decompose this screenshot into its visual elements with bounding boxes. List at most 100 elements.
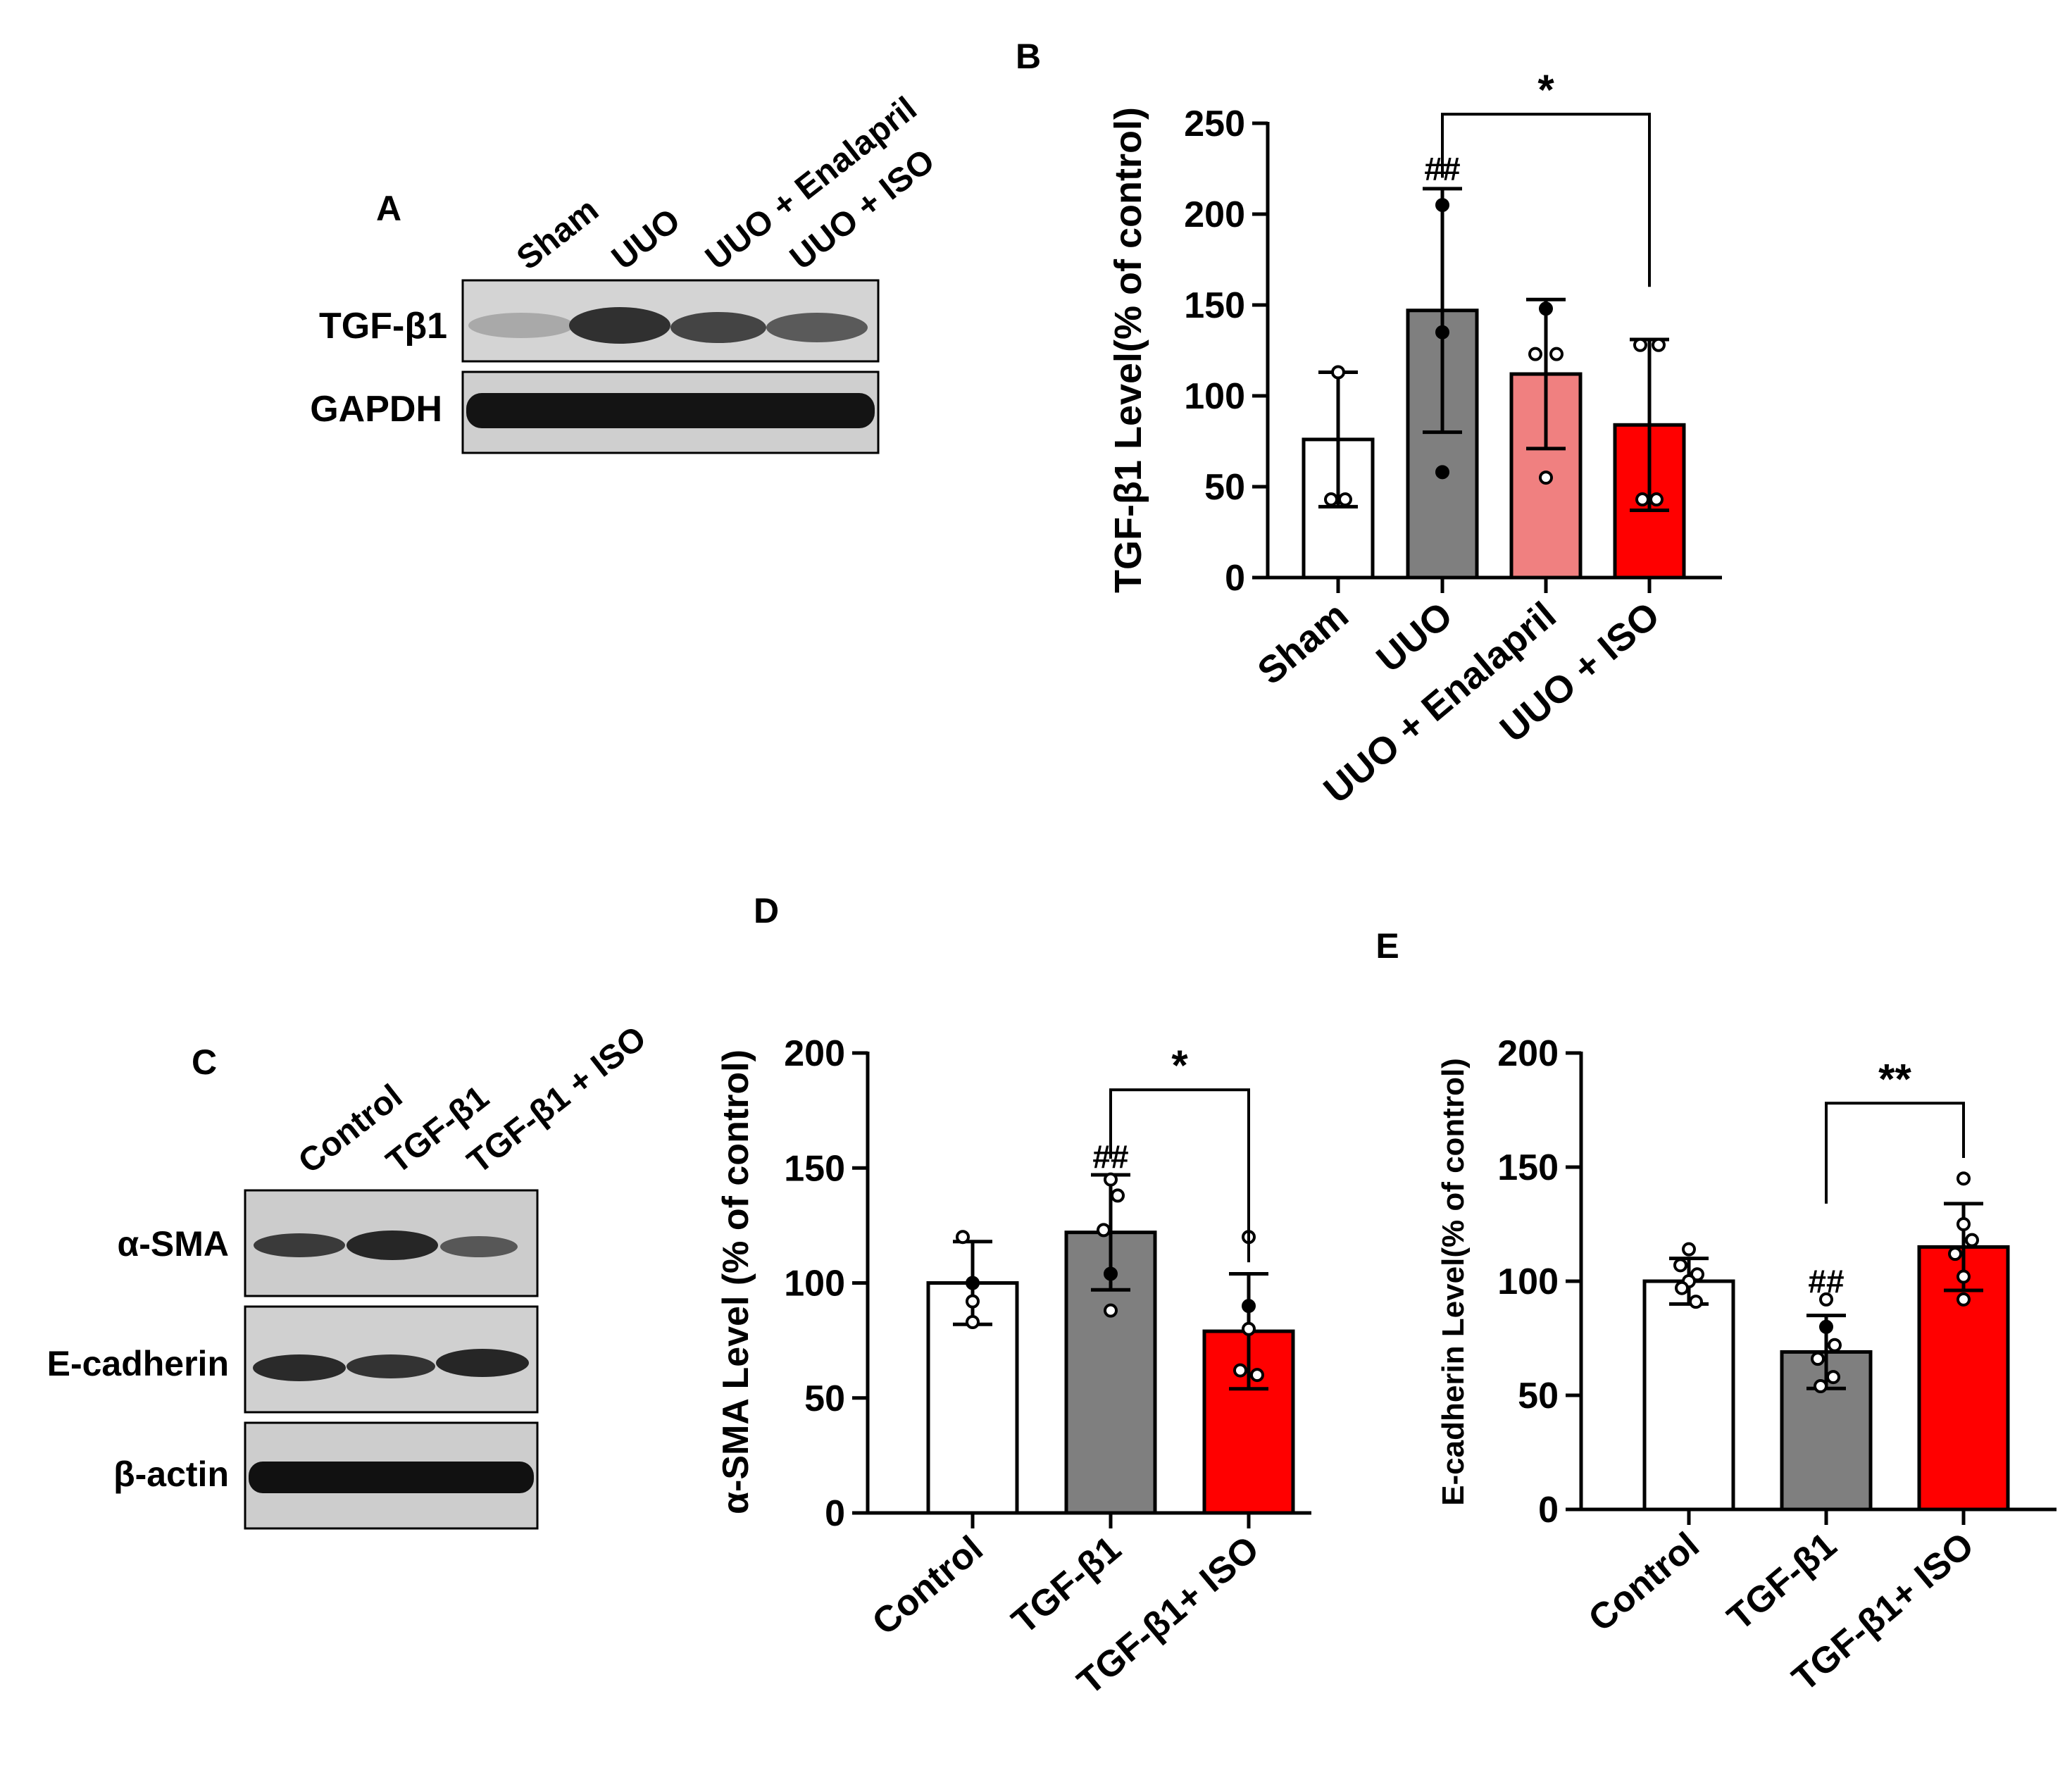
band (347, 1230, 438, 1260)
significance-star: * (1537, 66, 1554, 113)
bracket-line (1109, 1088, 1250, 1263)
data-point (1819, 1292, 1833, 1307)
y-tick-label: 100 (1184, 376, 1245, 417)
y-tick-label: 50 (1204, 467, 1245, 508)
y-axis-label: α-SMA Level (% of control) (716, 1049, 756, 1514)
data-point (1635, 492, 1649, 507)
y-tick-label: 200 (1497, 1033, 1559, 1074)
y-tick-label: 200 (1184, 194, 1245, 235)
x-tick-label: UUO (1368, 594, 1460, 680)
data-point (1633, 337, 1647, 352)
data-point (1689, 1295, 1703, 1309)
data-point (1652, 337, 1666, 352)
data-point (1242, 1299, 1256, 1314)
panel-a: A Sham UUO UUO + Enalapril UUO + ISO TGF… (310, 90, 942, 454)
significance-star: ** (1878, 1055, 1911, 1102)
data-point (1549, 347, 1564, 361)
band (468, 313, 574, 338)
blot-bactin (244, 1421, 539, 1530)
data-point (956, 1230, 970, 1245)
band (440, 1236, 518, 1257)
band (253, 1354, 346, 1381)
band (436, 1349, 529, 1377)
bracket-line (1825, 1102, 1965, 1204)
error-bar (1423, 187, 1462, 435)
data-point (1682, 1242, 1696, 1257)
hash-annotation: ## (1808, 1263, 1844, 1300)
data-point (1956, 1269, 1971, 1284)
y-tick-label: 50 (1518, 1376, 1559, 1416)
data-point (1814, 1379, 1828, 1394)
panel-a-label: A (376, 189, 401, 228)
data-point (1324, 492, 1338, 507)
band (670, 312, 766, 343)
band (347, 1354, 435, 1378)
x-tick-label: TGF-β1 (1004, 1528, 1129, 1642)
data-point (1331, 365, 1345, 380)
error-bar (1526, 297, 1566, 451)
y-axis-label: E-cadherin Level(% of control) (1436, 1058, 1471, 1506)
blot-ecadherin (244, 1305, 539, 1414)
y-tick-label: 0 (825, 1493, 845, 1534)
data-point (1956, 1217, 1971, 1231)
data-point (1948, 1247, 1962, 1261)
data-point (1435, 198, 1449, 213)
y-tick-label: 0 (1538, 1490, 1559, 1531)
blot-asma (244, 1189, 539, 1297)
data-point (1528, 347, 1542, 361)
y-tick-label: 100 (1497, 1261, 1559, 1302)
data-point (966, 1315, 980, 1330)
lane-label-sham: Sham (510, 191, 606, 277)
blot-label-gapdh: GAPDH (310, 389, 442, 430)
data-point (966, 1294, 980, 1309)
significance-bracket: * (1109, 1042, 1250, 1263)
data-point (1104, 1172, 1118, 1187)
y-tick-label: 150 (1184, 285, 1245, 326)
data-point (1435, 325, 1449, 339)
blot-tgfb1 (461, 279, 880, 363)
data-point (1673, 1258, 1687, 1273)
data-point (1819, 1319, 1833, 1334)
data-point (1539, 471, 1553, 485)
data-point (1104, 1303, 1118, 1318)
x-tick-label: TGF-β1 (1720, 1525, 1845, 1638)
y-tick-label: 50 (804, 1378, 845, 1419)
data-point (1828, 1338, 1842, 1352)
data-point (1956, 1171, 1971, 1186)
significance-star: * (1171, 1042, 1188, 1089)
band (569, 307, 670, 344)
y-axis-label: TGF-β1 Level(% of control) (1107, 107, 1149, 593)
y-tick-label: 150 (1497, 1147, 1559, 1188)
bar-e-0 (1642, 1279, 1735, 1512)
band (249, 1462, 534, 1493)
data-point (1965, 1233, 1979, 1247)
bracket-line (1441, 113, 1651, 287)
data-point (1111, 1188, 1125, 1203)
y-tick-label: 150 (784, 1148, 845, 1189)
y-tick-label: 250 (1184, 104, 1245, 144)
data-point (1956, 1292, 1971, 1307)
y-tick-label: 100 (784, 1264, 845, 1304)
band (466, 393, 875, 428)
band (766, 313, 868, 342)
data-point (1104, 1266, 1118, 1281)
data-point (1242, 1321, 1256, 1336)
blot-label-ecadherin: E-cadherin (47, 1344, 229, 1383)
data-point (1539, 301, 1553, 316)
panel-c-label: C (192, 1042, 217, 1082)
data-point (1097, 1223, 1111, 1238)
x-tick-label: Sham (1249, 594, 1356, 692)
data-point (1435, 465, 1449, 480)
data-point (1811, 1352, 1825, 1366)
significance-bracket: * (1441, 66, 1651, 287)
blot-gapdh (461, 370, 880, 454)
band (254, 1233, 345, 1257)
x-tick-label: Control (865, 1528, 991, 1643)
data-point (1649, 492, 1664, 507)
significance-bracket: ** (1825, 1055, 1965, 1204)
lane-label-uuo: UUO (605, 201, 687, 277)
y-tick-label: 0 (1225, 558, 1245, 599)
